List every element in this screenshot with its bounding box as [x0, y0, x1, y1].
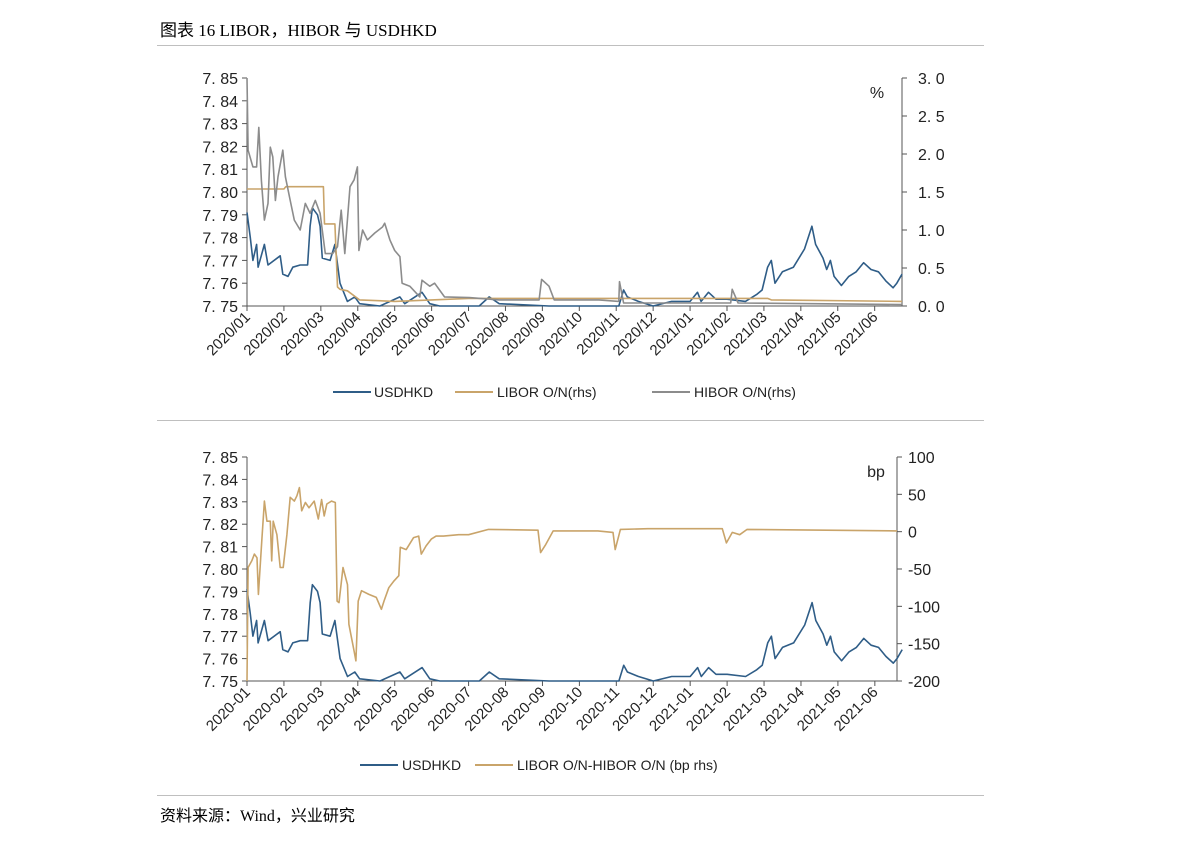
- right-y-tick-label: -50: [908, 562, 931, 579]
- series-line: [246, 77, 903, 306]
- series-line: [246, 486, 898, 682]
- left-y-tick-label: 7. 83: [202, 495, 238, 512]
- chart-divider: [157, 420, 984, 421]
- left-y-tick-label: 7. 75: [202, 674, 238, 691]
- left-y-tick-label: 7. 82: [202, 517, 238, 534]
- right-axis-unit-label: %: [870, 85, 884, 102]
- left-y-tick-label: 7. 81: [202, 540, 238, 557]
- legend-label: LIBOR O/N-HIBOR O/N (bp rhs): [517, 757, 718, 773]
- left-y-tick-label: 7. 85: [202, 71, 238, 88]
- left-y-tick-label: 7. 75: [202, 299, 238, 316]
- left-y-tick-label: 7. 76: [202, 652, 238, 669]
- left-y-tick-label: 7. 82: [202, 139, 238, 156]
- right-y-tick-label: 0. 5: [918, 261, 945, 278]
- chart-1: 7. 75 7. 76 7. 77 7. 78 7. 79 7. 80 7. 81 7. 82…: [202, 71, 944, 400]
- series-line: [246, 583, 903, 682]
- source-divider: [157, 795, 984, 796]
- right-y-tick-label: -150: [908, 637, 940, 654]
- series-usdhkd: [246, 583, 903, 682]
- series-hibor-o-n-rhs-: [246, 77, 903, 306]
- left-y-tick-label: 7. 81: [202, 162, 238, 179]
- legend-label: USDHKD: [402, 757, 461, 773]
- series-line: [246, 207, 903, 307]
- right-y-tick-label: 1. 5: [918, 185, 945, 202]
- left-y-tick-label: 7. 77: [202, 629, 238, 646]
- series-libor-o-n-rhs-: [247, 185, 903, 303]
- left-y-tick-label: 7. 80: [202, 185, 238, 202]
- figure-title: 图表 16 LIBOR，HIBOR 与 USDHKD: [160, 21, 437, 40]
- series-line: [247, 185, 903, 303]
- chart-2: 7. 75 7. 76 7. 77 7. 78 7. 79 7. 80 7. 81 7. 82…: [202, 450, 940, 773]
- left-y-tick-label: 7. 83: [202, 117, 238, 134]
- legend-label: LIBOR O/N(rhs): [497, 384, 597, 400]
- right-y-tick-label: 100: [908, 450, 935, 467]
- left-y-tick-label: 7. 77: [202, 253, 238, 270]
- left-y-tick-label: 7. 78: [202, 231, 238, 248]
- left-y-tick-label: 7. 78: [202, 607, 238, 624]
- legend-label: USDHKD: [374, 384, 433, 400]
- title-divider: [157, 45, 984, 46]
- left-y-tick-label: 7. 85: [202, 450, 238, 467]
- legend-label: HIBOR O/N(rhs): [694, 384, 796, 400]
- left-y-tick-label: 7. 84: [202, 472, 238, 489]
- left-y-tick-label: 7. 79: [202, 208, 238, 225]
- left-y-tick-label: 7. 84: [202, 94, 238, 111]
- left-y-tick-label: 7. 79: [202, 584, 238, 601]
- right-y-tick-label: 0: [908, 525, 917, 542]
- right-y-tick-label: -200: [908, 674, 940, 691]
- right-y-tick-label: 3. 0: [918, 71, 945, 88]
- right-y-tick-label: 1. 0: [918, 223, 945, 240]
- source-note: 资料来源：Wind，兴业研究: [160, 808, 355, 825]
- right-y-tick-label: 50: [908, 487, 926, 504]
- right-y-tick-label: 2. 5: [918, 109, 945, 126]
- left-y-tick-label: 7. 76: [202, 276, 238, 293]
- right-y-tick-label: -100: [908, 599, 940, 616]
- right-y-tick-label: 2. 0: [918, 147, 945, 164]
- right-axis-unit-label: bp: [867, 464, 885, 481]
- left-y-tick-label: 7. 80: [202, 562, 238, 579]
- right-y-tick-label: 0. 0: [918, 299, 945, 316]
- series-usdhkd: [246, 207, 903, 307]
- series-libor-o-n-hibor-o-n-bp-rhs-: [246, 486, 898, 682]
